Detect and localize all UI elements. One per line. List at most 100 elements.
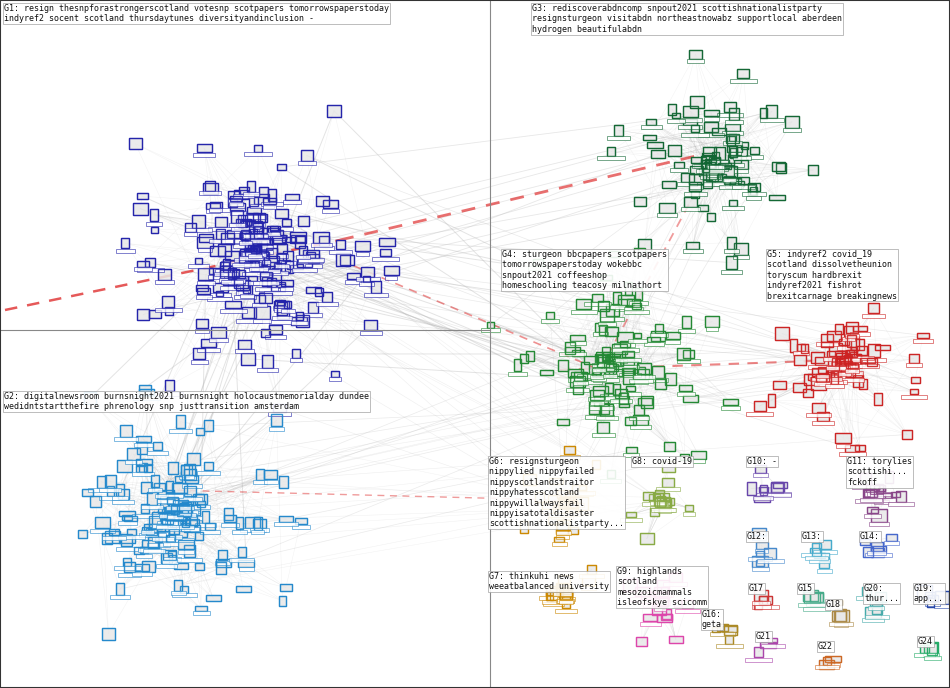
Bar [106,486,114,496]
Bar [566,388,589,392]
Bar [251,247,259,253]
Bar [807,602,827,606]
Bar [751,568,769,572]
Bar [124,558,131,566]
Bar [228,199,238,207]
Bar [243,226,260,229]
Bar [661,614,673,621]
Bar [593,367,601,374]
Bar [541,369,553,376]
Bar [850,372,862,377]
Bar [706,160,714,170]
Bar [643,493,654,500]
Bar [609,369,623,376]
Bar [120,511,135,517]
Bar [698,205,708,211]
Bar [626,512,636,517]
Bar [726,184,743,188]
Bar [225,251,240,261]
Bar [112,499,134,504]
Bar [292,317,307,325]
Bar [547,592,561,600]
Bar [254,295,265,303]
Bar [698,171,721,175]
Bar [112,496,128,500]
Bar [282,200,301,204]
Bar [308,254,318,263]
Bar [678,125,701,129]
Bar [259,250,268,256]
Bar [594,415,615,418]
Bar [861,539,870,546]
Bar [185,475,198,483]
Bar [584,302,611,306]
Bar [165,307,173,315]
Bar [846,322,858,333]
Bar [278,596,286,606]
Bar [135,564,149,571]
Bar [193,612,210,615]
Bar [172,483,187,493]
Bar [842,361,852,367]
Bar [267,278,276,287]
Bar [724,141,742,145]
Bar [801,553,829,557]
Bar [250,528,269,533]
Bar [878,493,892,497]
Bar [838,371,864,375]
Bar [247,246,256,250]
Bar [169,529,180,535]
Bar [814,357,827,365]
Bar [141,505,163,509]
Bar [240,257,259,261]
Bar [560,590,572,600]
Bar [268,270,288,275]
Bar [666,332,679,339]
Bar [775,327,789,340]
Bar [561,596,570,608]
Bar [830,375,845,379]
Bar [703,180,712,189]
Bar [144,464,152,473]
Bar [664,442,674,451]
Bar [711,632,734,636]
Bar [168,462,178,474]
Bar [139,463,147,471]
Bar [168,504,181,515]
Bar [856,596,877,599]
Bar [256,253,267,265]
Bar [256,238,273,244]
Bar [180,508,192,513]
Bar [634,197,646,206]
Bar [206,203,220,209]
Bar [595,396,608,406]
Bar [835,609,846,622]
Text: G9: highlands
scotland
mesozoicmammals
isleofskye scicomm: G9: highlands scotland mesozoicmammals i… [617,567,707,608]
Bar [855,444,865,451]
Bar [875,345,890,350]
Bar [238,546,246,557]
Bar [97,475,105,488]
Bar [728,152,741,156]
Bar [662,610,672,619]
Bar [729,146,737,157]
Bar [752,605,779,609]
Bar [180,528,199,531]
Bar [276,208,288,217]
Bar [208,275,224,279]
Bar [208,228,235,231]
Bar [561,500,577,508]
Bar [284,301,292,308]
Bar [543,602,564,606]
Bar [181,464,192,475]
Bar [251,240,261,252]
Bar [651,149,665,158]
Bar [224,515,236,522]
Bar [238,256,262,260]
Bar [666,332,679,339]
Bar [641,396,653,408]
Bar [593,294,602,302]
Bar [259,214,267,222]
Bar [669,636,683,643]
Bar [738,177,750,184]
